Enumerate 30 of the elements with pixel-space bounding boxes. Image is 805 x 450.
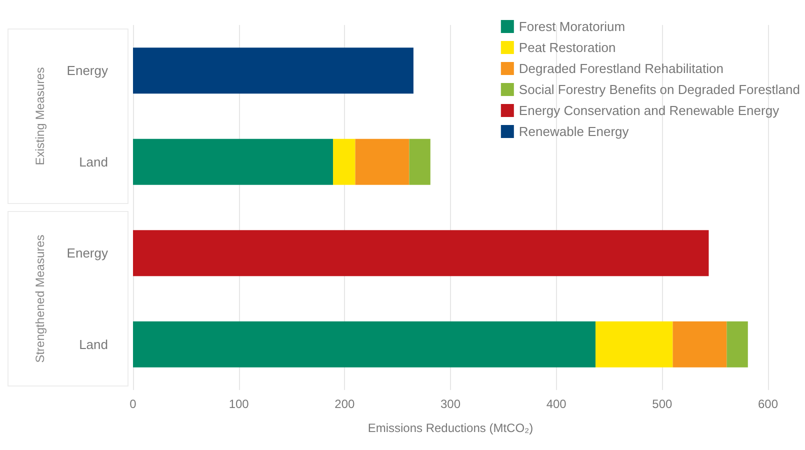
x-tick-label: 200	[334, 397, 355, 411]
bar	[672, 321, 727, 368]
x-tick-label: 300	[440, 397, 461, 411]
bar	[409, 138, 430, 185]
text: Strengthened Measures	[33, 234, 47, 363]
legend-label: Peat Restoration	[518, 40, 616, 55]
bar	[133, 48, 414, 94]
y-tick-label: Energy	[66, 63, 108, 78]
x-tick-label: 0	[130, 397, 137, 411]
bar	[133, 321, 596, 368]
x-tick-label: 400	[546, 397, 567, 411]
y-tick-label: Land	[79, 336, 108, 352]
bar	[355, 138, 410, 185]
bar	[133, 138, 334, 185]
y-tick-label: Energy	[66, 246, 108, 261]
y-tick-label: Land	[79, 154, 108, 170]
bar	[333, 138, 356, 185]
x-tick-label: 600	[758, 397, 778, 411]
bar	[133, 230, 709, 276]
legend-label: Social Forestry Benefits on Degraded Forestland	[518, 82, 800, 97]
x-axis-title: Emissions Reductions (MtCO₂)	[368, 421, 534, 435]
x-tick-label: 500	[652, 397, 672, 411]
legend-label: Energy Conservation and Renewable Energy	[518, 103, 780, 118]
legend-label: Forest Moratorium	[518, 19, 626, 34]
legend-label: Renewable Energy	[518, 124, 630, 139]
bar	[595, 321, 673, 368]
legend-label: Degraded Forestland Rehabilitation	[518, 61, 724, 76]
bar	[726, 321, 748, 368]
x-tick-label: 100	[228, 397, 250, 411]
text: Existing Measures	[33, 67, 47, 166]
